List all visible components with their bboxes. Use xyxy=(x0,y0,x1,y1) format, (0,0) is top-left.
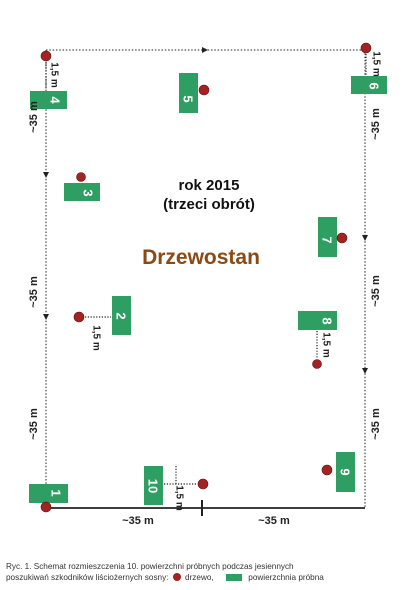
plot-10-area xyxy=(144,466,163,505)
stand-boundary xyxy=(45,49,366,509)
distance-bottom-2: ~35 m xyxy=(258,515,290,527)
plot-10-label: 10 xyxy=(146,479,161,493)
tree-4 xyxy=(40,50,52,62)
distance-right-2: ~35 m xyxy=(370,275,382,307)
plot-1-area xyxy=(29,484,68,503)
tree-5 xyxy=(198,84,210,96)
plot-6-area xyxy=(351,76,387,94)
plot-5-label: 5 xyxy=(181,95,196,102)
plot-3: 3 xyxy=(64,183,100,201)
caption-line-2-text: poszukiwań szkodników liściożernych sosn… xyxy=(6,573,169,582)
plot-4-label: 4 xyxy=(48,96,63,104)
plot-legend-label: powierzchnia próbna xyxy=(248,573,324,582)
offset-label-10: 1,5 m xyxy=(174,485,185,511)
sample-plots: 1 2 3 4 5 6 7 8 xyxy=(29,73,387,505)
marker-right-2 xyxy=(362,368,368,374)
plot-10: 10 xyxy=(144,466,163,505)
distance-left-3: ~35 m xyxy=(28,408,40,440)
distance-left-2: ~35 m xyxy=(28,276,40,308)
plot-2-area xyxy=(112,296,131,335)
distance-labels: ~35 m ~35 m ~35 m ~35 m ~35 m ~35 m ~35 … xyxy=(28,101,382,527)
rotation-label: (trzeci obrót) xyxy=(163,196,255,213)
plot-8-area xyxy=(298,311,337,330)
tree-6 xyxy=(360,42,372,54)
tree-legend-icon xyxy=(172,573,181,581)
plot-8: 8 xyxy=(298,311,337,330)
tree-9 xyxy=(321,464,333,476)
plot-legend-icon xyxy=(225,574,242,581)
stand-label: Drzewostan xyxy=(142,246,260,269)
plot-2-label: 2 xyxy=(114,312,129,319)
plot-6: 6 xyxy=(351,76,387,94)
plot-9-area xyxy=(336,452,355,492)
offset-label-2: 1,5 m xyxy=(91,325,102,351)
year-label: rok 2015 xyxy=(179,177,240,194)
plot-3-label: 3 xyxy=(81,189,96,196)
offset-label-4: 1,5 m xyxy=(49,62,60,88)
distance-bottom-1: ~35 m xyxy=(122,515,154,527)
plot-9: 9 xyxy=(336,452,355,492)
plot-1-label: 1 xyxy=(49,489,64,496)
tree-3 xyxy=(76,172,86,182)
plot-6-label: 6 xyxy=(367,82,382,89)
plot-5-area xyxy=(179,73,198,113)
plot-7: 7 xyxy=(318,217,337,257)
marker-bottom xyxy=(201,500,203,516)
distance-right-3: ~35 m xyxy=(370,408,382,440)
plot-2: 2 xyxy=(112,296,131,335)
plot-7-label: 7 xyxy=(320,236,335,243)
plot-5: 5 xyxy=(179,73,198,113)
offset-labels: 1,5 m 1,5 m 1,5 m 1,5 m 1,5 m xyxy=(49,51,382,511)
tree-10 xyxy=(197,478,209,490)
segment-markers xyxy=(43,47,368,516)
plot-7-area xyxy=(318,217,337,257)
distance-left-1: ~35 m xyxy=(28,101,40,133)
plot-4-area xyxy=(30,91,67,109)
plot-8-label: 8 xyxy=(320,317,335,324)
plot-3-area xyxy=(64,183,100,201)
caption-line-1: Ryc. 1. Schemat rozmieszczenia 10. powie… xyxy=(6,562,294,571)
trees xyxy=(40,42,372,513)
offset-label-6: 1,5 m xyxy=(371,51,382,77)
plot-1: 1 xyxy=(29,484,68,503)
plot-9-label: 9 xyxy=(338,468,353,475)
offset-connectors xyxy=(45,54,367,485)
tree-2 xyxy=(73,311,85,323)
caption-line-2: poszukiwań szkodników liściożernych sosn… xyxy=(6,572,402,583)
plot-4: 4 xyxy=(30,91,67,109)
offset-label-8: 1,5 m xyxy=(321,332,332,358)
tree-8 xyxy=(312,359,322,369)
marker-left-2 xyxy=(43,314,49,320)
marker-left-1 xyxy=(43,172,49,178)
tree-legend-label: drzewo, xyxy=(185,573,214,582)
figure-caption: Ryc. 1. Schemat rozmieszczenia 10. powie… xyxy=(6,561,402,583)
marker-top xyxy=(202,47,208,53)
tree-7 xyxy=(336,232,348,244)
tree-1 xyxy=(40,501,52,513)
marker-right-1 xyxy=(362,235,368,241)
distance-right-1: ~35 m xyxy=(370,108,382,140)
